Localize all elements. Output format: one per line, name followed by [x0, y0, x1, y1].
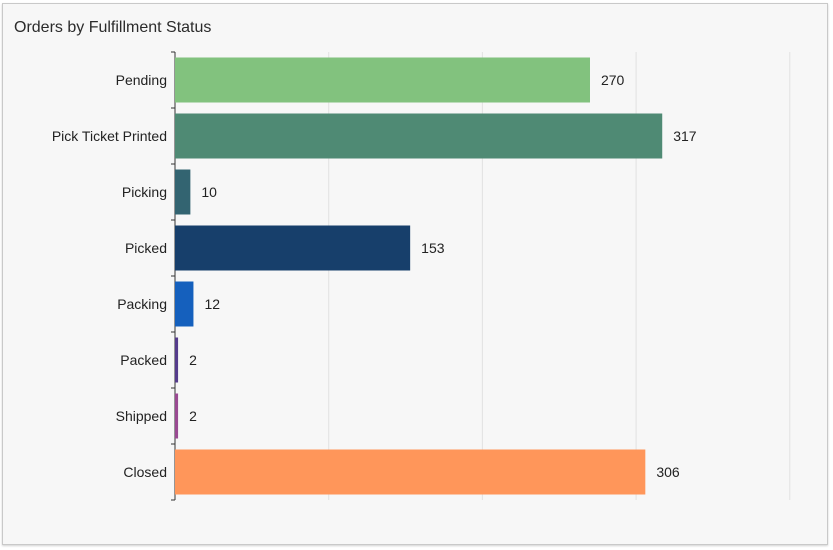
- data-label: 317: [673, 128, 697, 144]
- data-label: 2: [189, 408, 197, 424]
- bar-packed: [175, 337, 179, 383]
- bar-pick-ticket-printed: [175, 113, 663, 159]
- category-tick-label: Pending: [116, 72, 167, 88]
- bar-closed: [175, 449, 646, 495]
- bar-pending: [175, 57, 590, 103]
- data-label: 153: [421, 240, 445, 256]
- category-tick-label: Packing: [117, 296, 167, 312]
- data-label: 10: [201, 184, 217, 200]
- data-label: 306: [656, 464, 680, 480]
- chart-title: Orders by Fulfillment Status: [14, 19, 212, 36]
- category-axis: [171, 51, 176, 501]
- data-label: 2: [189, 352, 197, 368]
- category-tick-label: Pick Ticket Printed: [52, 128, 167, 144]
- bar-shipped: [175, 393, 179, 439]
- category-tick-label: Picking: [122, 184, 167, 200]
- category-tick-label: Picked: [125, 240, 167, 256]
- bars: [175, 57, 663, 495]
- labels: Pending 270 Pick Ticket Printed 317 Picking 1…: [52, 72, 697, 480]
- category-tick-label: Closed: [123, 464, 167, 480]
- data-label: 12: [204, 296, 220, 312]
- category-tick-label: Packed: [120, 352, 167, 368]
- bar-packing: [175, 281, 194, 327]
- data-label: 270: [601, 72, 625, 88]
- category-tick-label: Shipped: [116, 408, 167, 424]
- bar-picking: [175, 169, 191, 215]
- bar-picked: [175, 225, 411, 271]
